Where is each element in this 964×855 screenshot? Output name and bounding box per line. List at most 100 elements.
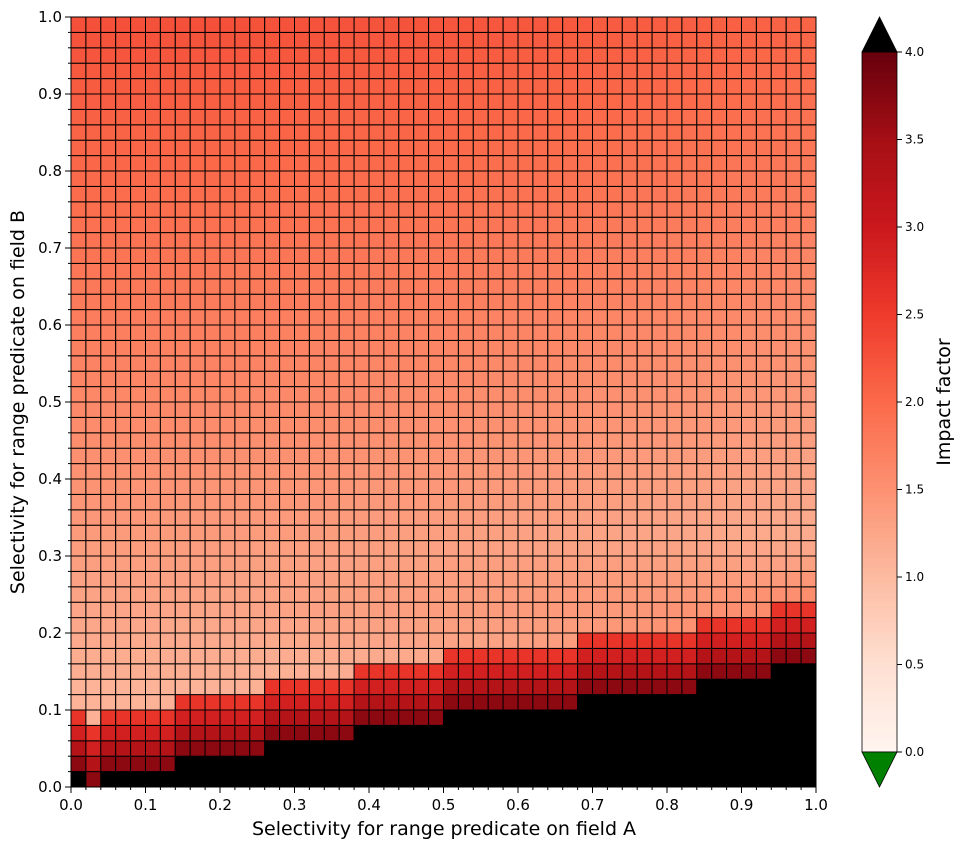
heatmap-cell <box>726 401 742 418</box>
heatmap-cell <box>338 601 355 619</box>
heatmap-cell <box>70 586 87 603</box>
heatmap-cell <box>279 416 296 434</box>
heatmap-cell <box>338 416 355 434</box>
heatmap-cell <box>741 694 757 711</box>
colorbar-segment <box>862 607 897 613</box>
heatmap-cell <box>711 93 728 110</box>
heatmap-cell <box>249 139 266 157</box>
heatmap-cell <box>666 108 683 126</box>
heatmap-cell <box>338 447 355 465</box>
heatmap-cell <box>249 678 266 696</box>
heatmap-cell <box>651 324 668 341</box>
heatmap-cell <box>666 416 683 434</box>
heatmap-cell <box>547 278 564 295</box>
heatmap-cell <box>174 663 191 680</box>
heatmap-cell <box>70 31 87 49</box>
heatmap-cell <box>174 678 191 696</box>
heatmap-cell <box>100 401 117 418</box>
heatmap-cell <box>532 47 549 64</box>
heatmap-cell <box>606 617 623 634</box>
heatmap-cell <box>472 647 489 665</box>
heatmap-cell <box>636 570 653 588</box>
heatmap-cell <box>666 262 683 280</box>
heatmap-cell <box>308 386 325 403</box>
heatmap-cell <box>651 509 668 526</box>
heatmap-cell <box>472 663 489 680</box>
heatmap-cell <box>130 309 147 326</box>
heatmap-cell <box>726 601 742 619</box>
heatmap-cell <box>145 278 161 295</box>
heatmap-cell <box>651 432 668 449</box>
heatmap-cell <box>785 78 802 95</box>
heatmap-cell <box>457 540 474 557</box>
colorbar-segment <box>862 542 897 548</box>
heatmap-cell <box>174 247 191 264</box>
heatmap-cell <box>145 724 161 742</box>
heatmap-cell <box>443 216 459 234</box>
heatmap-cell <box>681 478 698 495</box>
colorbar-segment <box>862 197 897 203</box>
heatmap-cell <box>323 262 340 280</box>
heatmap-cell <box>457 78 474 95</box>
heatmap-cell <box>189 16 206 33</box>
heatmap-cell <box>726 493 742 511</box>
heatmap-cell <box>70 663 87 680</box>
heatmap-cell <box>85 62 102 80</box>
heatmap-cell <box>264 724 281 742</box>
heatmap-cell <box>502 478 519 495</box>
heatmap-cell <box>785 185 802 203</box>
heatmap-cell <box>547 216 564 234</box>
heatmap-cell <box>755 647 772 665</box>
heatmap-cell <box>204 170 221 187</box>
heatmap-cell <box>532 262 549 280</box>
heatmap-cell <box>234 339 251 357</box>
heatmap-cell <box>651 463 668 480</box>
heatmap-cell <box>711 31 728 49</box>
heatmap-cell <box>532 771 549 788</box>
heatmap-cell <box>606 155 623 172</box>
colorbar-segment <box>862 77 897 83</box>
heatmap-cell <box>606 293 623 311</box>
heatmap-cell <box>741 740 757 757</box>
heatmap-cell <box>636 170 653 187</box>
heatmap-cell <box>428 617 445 634</box>
heatmap-cell <box>219 401 236 418</box>
heatmap-cell <box>100 170 117 187</box>
heatmap-cell <box>428 386 445 403</box>
heatmap-cell <box>666 324 683 341</box>
heatmap-cell <box>472 155 489 172</box>
heatmap-cell <box>621 678 638 696</box>
heatmap-cell <box>249 62 266 80</box>
heatmap-cell <box>741 232 757 249</box>
heatmap-cell <box>502 386 519 403</box>
heatmap-cell <box>502 216 519 234</box>
heatmap-cell <box>279 478 296 495</box>
heatmap-cell <box>457 108 474 126</box>
heatmap-cell <box>115 309 132 326</box>
heatmap-cell <box>85 78 102 95</box>
heatmap-cell <box>770 355 787 372</box>
heatmap-cell <box>234 432 251 449</box>
heatmap-cell <box>219 108 236 126</box>
heatmap-cell <box>636 139 653 157</box>
heatmap-cell <box>70 432 87 449</box>
heatmap-cell <box>338 509 355 526</box>
heatmap-cell <box>428 740 445 757</box>
heatmap-cell <box>234 401 251 418</box>
heatmap-cell <box>457 416 474 434</box>
heatmap-cell <box>606 632 623 649</box>
colorbar-tick-label: 4.0 <box>905 45 924 59</box>
heatmap-cell <box>592 663 608 680</box>
heatmap-cell <box>726 124 742 141</box>
heatmap-cell <box>428 678 445 696</box>
heatmap-cell <box>368 170 385 187</box>
heatmap-cell <box>234 632 251 649</box>
heatmap-cell <box>383 447 400 465</box>
heatmap-cell <box>70 355 87 372</box>
heatmap-cell <box>249 355 266 372</box>
heatmap-cell <box>547 647 564 665</box>
heatmap-cell <box>562 540 579 557</box>
heatmap-cell <box>696 755 713 773</box>
heatmap-cell <box>741 555 757 572</box>
heatmap-cell <box>219 493 236 511</box>
